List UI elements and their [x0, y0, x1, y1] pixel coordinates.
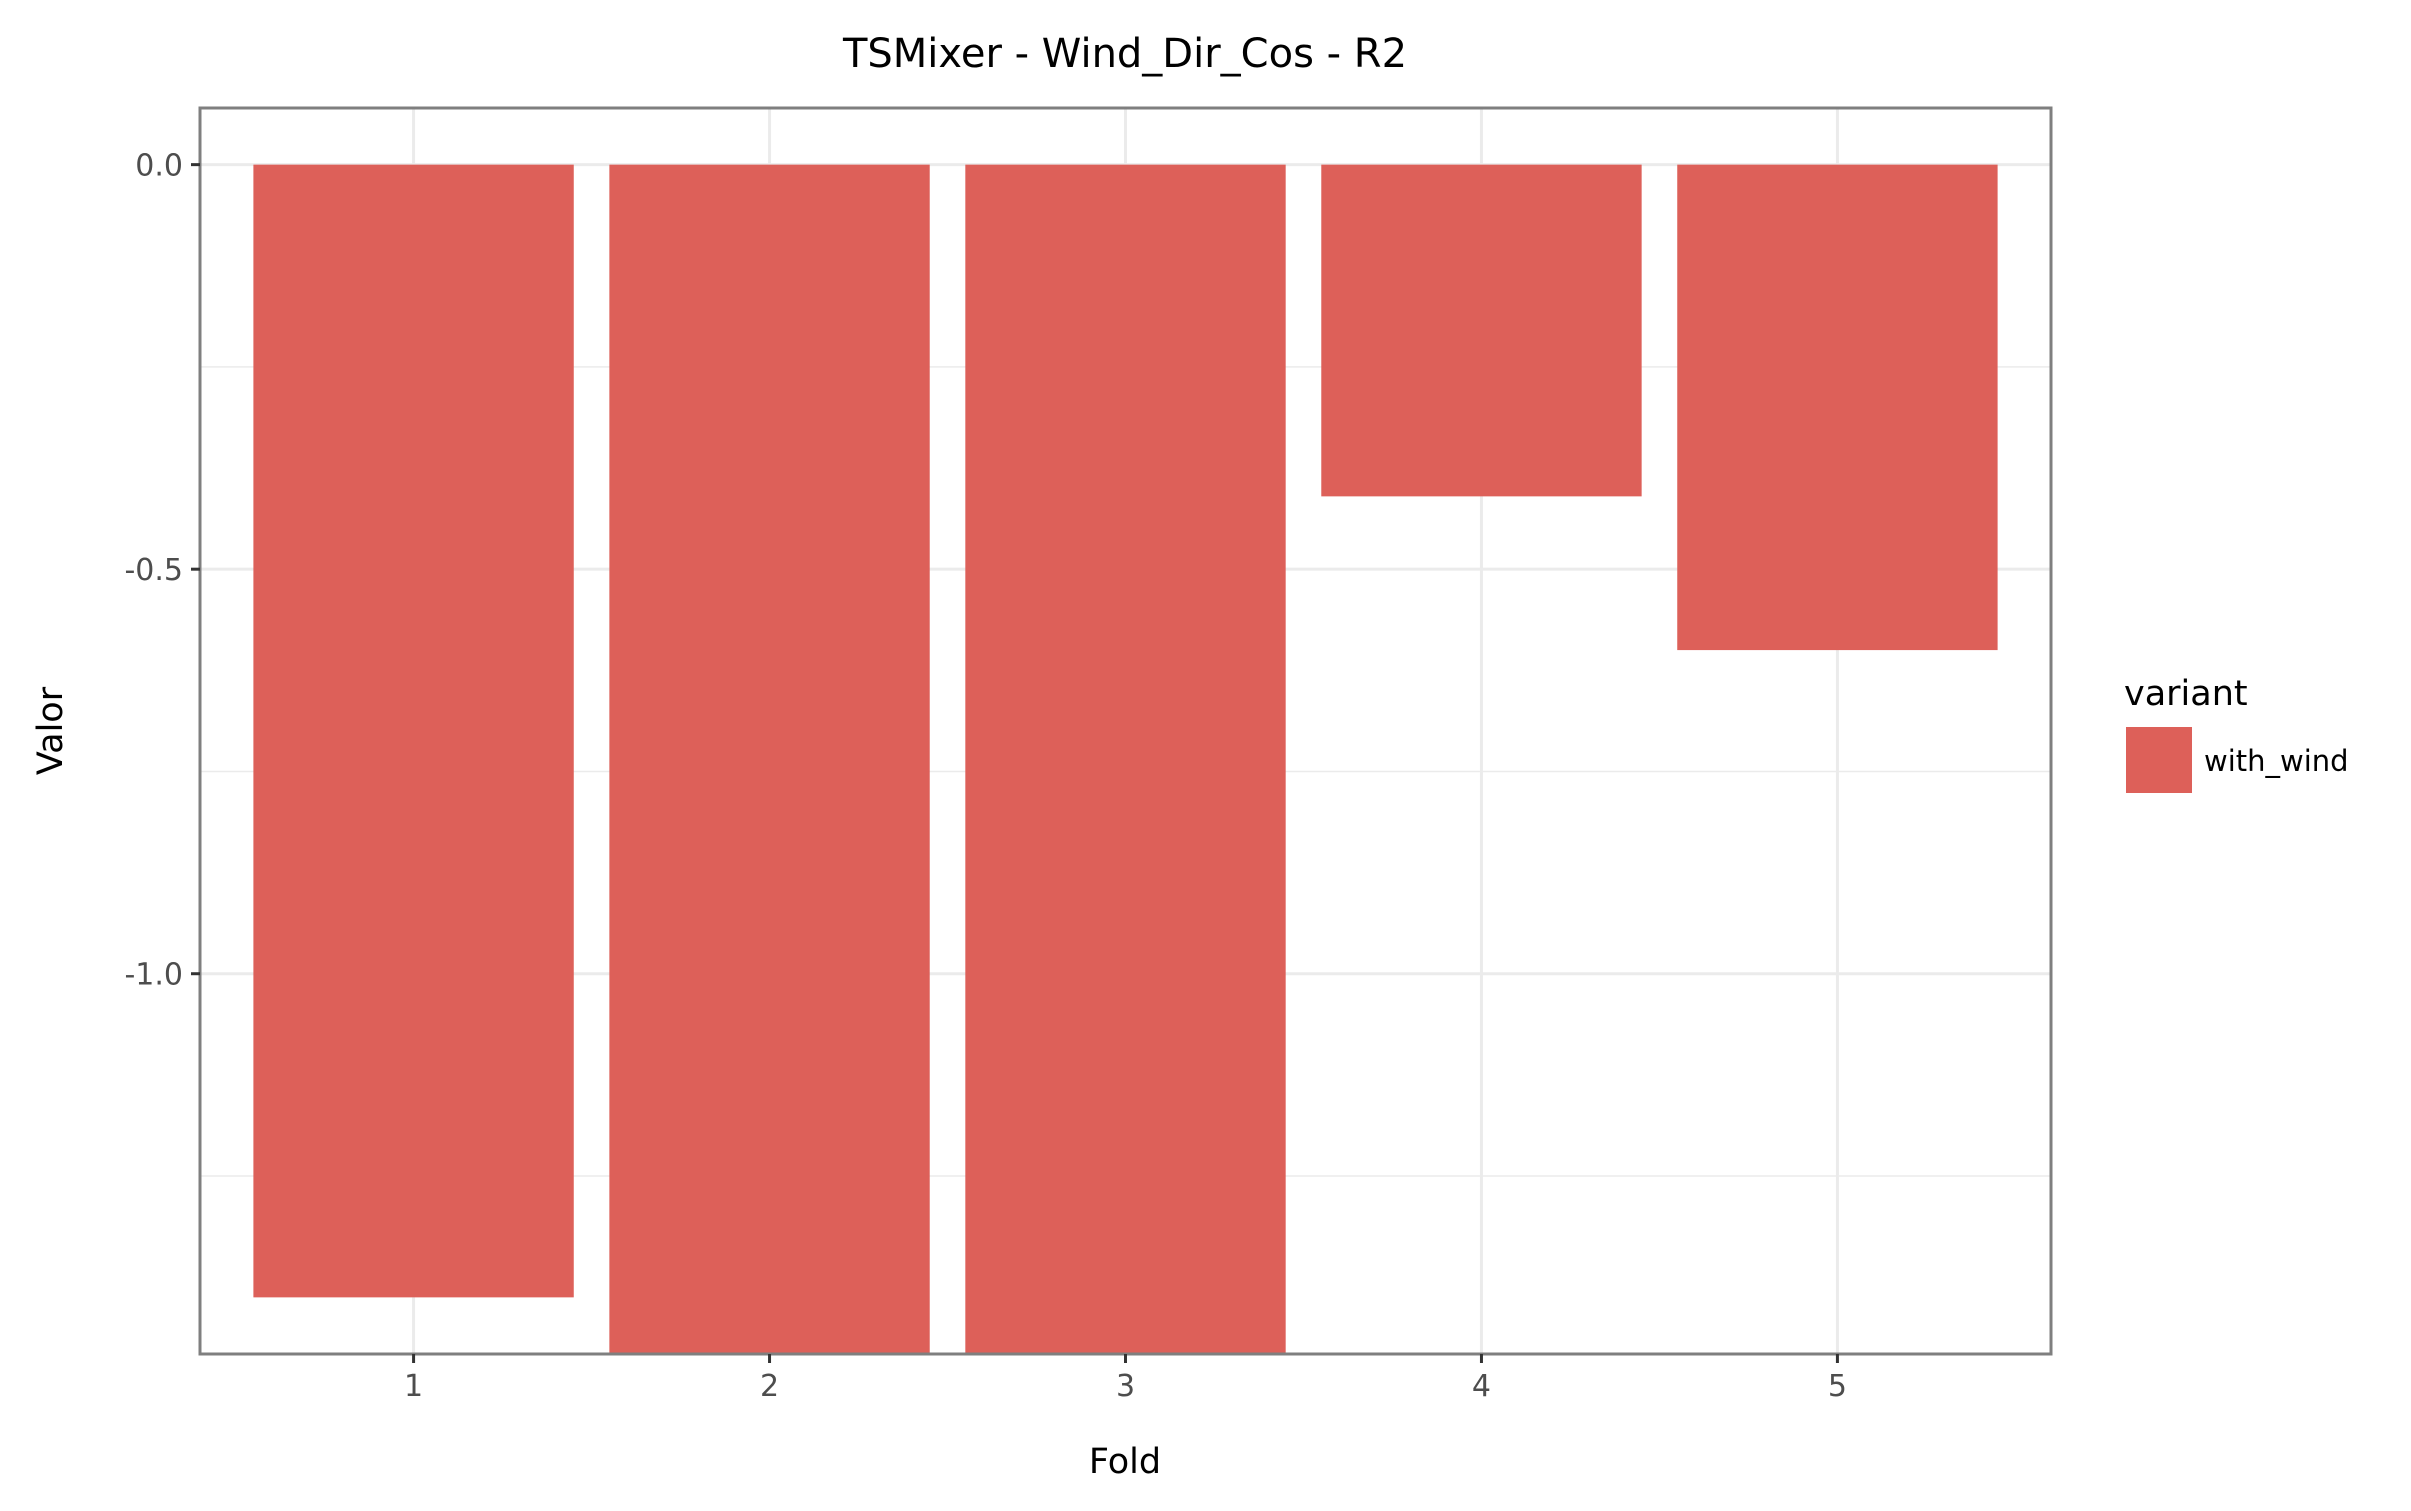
x-tick-label: 4	[1472, 1369, 1491, 1404]
y-tick-label: -1.0	[124, 958, 183, 993]
x-axis: 1 2 3 4 5	[404, 1354, 1847, 1404]
x-tick-label: 2	[760, 1369, 779, 1404]
y-axis: 0.0 -0.5 -1.0	[124, 149, 200, 993]
y-tick-label: 0.0	[135, 149, 183, 184]
legend-key-with-wind	[2126, 727, 2192, 793]
bar-fold-4	[1321, 164, 1642, 497]
bars	[253, 164, 1998, 1355]
chart-title: TSMixer - Wind_Dir_Cos - R2	[842, 31, 1407, 77]
x-axis-title: Fold	[1089, 1442, 1161, 1482]
x-tick-label: 3	[1116, 1369, 1135, 1404]
y-axis-title: Valor	[31, 686, 71, 775]
bar-fold-2	[609, 164, 930, 1355]
bar-fold-5	[1677, 164, 1998, 651]
legend: variant with_wind	[2124, 674, 2349, 793]
legend-label-with-wind: with_wind	[2204, 744, 2349, 778]
bar-fold-1	[253, 164, 574, 1298]
x-tick-label: 5	[1828, 1369, 1847, 1404]
y-tick-label: -0.5	[124, 553, 183, 588]
bar-fold-3	[965, 164, 1286, 1355]
legend-title: variant	[2124, 674, 2248, 714]
x-tick-label: 1	[404, 1369, 423, 1404]
